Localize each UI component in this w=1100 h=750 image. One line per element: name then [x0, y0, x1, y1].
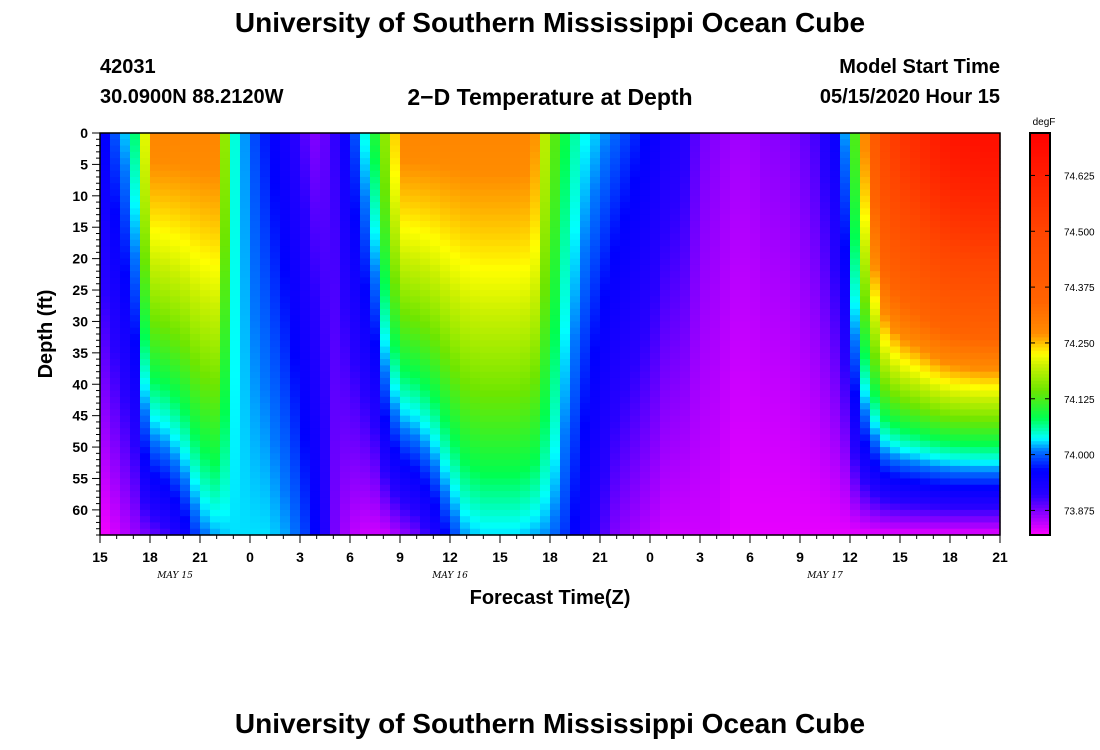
x-tick-label: 9 [396, 549, 404, 565]
colorbar-tick-label: 73.875 [1064, 506, 1095, 517]
x-tick-label: 12 [842, 549, 858, 565]
x-tick-label: 0 [646, 549, 654, 565]
x-tick-label: 0 [246, 549, 254, 565]
y-tick-label: 60 [72, 502, 88, 518]
x-tick-label: 3 [296, 549, 304, 565]
y-axis-title: Depth (ft) [35, 290, 57, 379]
model-start-value: 05/15/2020 Hour 15 [819, 86, 1000, 108]
y-tick-label: 40 [72, 376, 88, 392]
page-title-bottom: University of Southern Mississippi Ocean… [234, 708, 866, 739]
x-tick-label: 21 [192, 549, 208, 565]
colorbar-tick-label: 74.000 [1064, 451, 1095, 462]
day-label: MAY 15 [156, 571, 193, 581]
y-tick-label: 55 [72, 470, 88, 486]
heatmap-cells [100, 133, 1001, 536]
colorbar-tick-label: 74.375 [1064, 283, 1095, 294]
colorbar-gradient [1030, 133, 1050, 536]
colorbar-frame [1029, 132, 1051, 536]
y-tick-label: 35 [72, 345, 88, 361]
y-tick-label: 45 [72, 408, 88, 424]
plot-title: 2−D Temperature at Depth [407, 84, 693, 110]
page-title-top: University of Southern Mississippi Ocean… [234, 7, 866, 38]
colorbar-tick-label: 74.625 [1064, 171, 1095, 182]
x-tick-label: 6 [746, 549, 754, 565]
y-tick-label: 30 [72, 313, 88, 329]
station-id: 42031 [100, 56, 156, 78]
y-tick-label: 10 [72, 188, 88, 204]
colorbar-tick-label: 74.125 [1064, 395, 1095, 406]
x-tick-label: 21 [592, 549, 608, 565]
x-tick-label: 18 [942, 549, 958, 565]
model-start-label: Model Start Time [839, 56, 1000, 78]
y-tick-label: 0 [80, 125, 88, 141]
x-tick-label: 15 [892, 549, 908, 565]
x-axis-title: Forecast Time(Z) [470, 587, 631, 609]
x-tick-label: 15 [92, 549, 108, 565]
y-tick-label: 5 [80, 156, 88, 172]
x-tick-label: 18 [542, 549, 558, 565]
x-tick-label: 12 [442, 549, 458, 565]
y-tick-label: 50 [72, 439, 88, 455]
x-tick-label: 6 [346, 549, 354, 565]
day-label: MAY 17 [806, 571, 843, 581]
colorbar-tick-label: 74.250 [1064, 339, 1095, 350]
x-tick-label: 9 [796, 549, 804, 565]
colorbar-tick-label: 74.500 [1064, 227, 1095, 238]
y-tick-label: 15 [72, 219, 88, 235]
x-tick-label: 15 [492, 549, 508, 565]
x-tick-label: 3 [696, 549, 704, 565]
x-tick-label: 21 [992, 549, 1008, 565]
day-label: MAY 16 [431, 571, 468, 581]
x-tick-label: 18 [142, 549, 158, 565]
station-location: 30.0900N 88.2120W [100, 86, 284, 108]
colorbar-unit: degF [1033, 117, 1056, 128]
y-tick-label: 25 [72, 282, 88, 298]
y-tick-label: 20 [72, 251, 88, 267]
